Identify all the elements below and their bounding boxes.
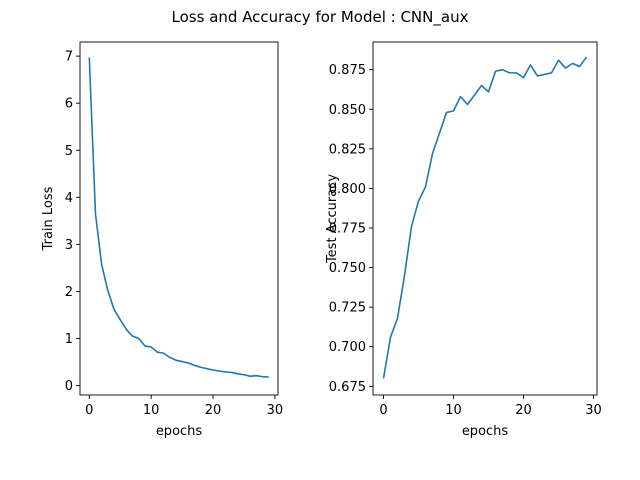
accuracy-series-line	[382, 56, 588, 379]
accuracy-y-tick-label: 0.825	[329, 142, 366, 157]
accuracy-x-tick-label: 10	[445, 403, 462, 418]
accuracy-y-tick-label: 0.675	[329, 380, 366, 395]
accuracy-y-tick-label: 0.775	[329, 221, 366, 236]
accuracy-y-tick-label: 0.875	[329, 63, 366, 78]
loss-y-tick-label: 7	[65, 50, 73, 65]
loss-x-tick-label: 30	[267, 403, 284, 418]
loss-y-tick-label: 2	[65, 285, 73, 300]
loss-x-tick-label: 10	[143, 403, 160, 418]
loss-x-tick-label: 20	[205, 403, 222, 418]
accuracy-x-tick-label: 0	[379, 403, 387, 418]
loss-x-axis-label: epochs	[156, 424, 203, 439]
figure-title: Loss and Accuracy for Model : CNN_aux	[172, 8, 469, 27]
accuracy-y-tick-label: 0.850	[329, 103, 366, 118]
accuracy-y-tick-label: 0.725	[329, 301, 366, 316]
accuracy-y-tick-label: 0.800	[329, 182, 366, 197]
loss-series-line	[88, 57, 269, 378]
loss-y-tick-label: 1	[65, 332, 73, 347]
accuracy-y-tick-label: 0.750	[329, 261, 366, 276]
accuracy-x-tick-label: 30	[585, 403, 602, 418]
test-accuracy-subplot: 0 10 20 30 0.675 0.700 0.725 0.750 0.775 0.800 0.8…	[325, 41, 602, 439]
loss-y-tick-label: 6	[65, 97, 73, 112]
loss-y-tick-label: 3	[65, 238, 73, 253]
accuracy-axes-frame	[372, 41, 598, 396]
accuracy-x-axis-label: epochs	[462, 424, 509, 439]
loss-y-tick-label: 0	[65, 379, 73, 394]
train-loss-subplot: 0 10 20 30 0 1 2 3 4 5 6 7 epochs Train Loss	[41, 41, 284, 439]
loss-y-tick-label: 5	[65, 144, 73, 159]
loss-y-axis-label: Train Loss	[41, 186, 56, 251]
loss-y-tick-label: 4	[65, 191, 73, 206]
accuracy-y-axis-label: Test Accuracy	[325, 174, 340, 264]
loss-x-tick-label: 0	[85, 403, 93, 418]
loss-axes-frame	[79, 41, 279, 396]
accuracy-x-tick-label: 20	[515, 403, 532, 418]
accuracy-y-tick-label: 0.700	[329, 340, 366, 355]
